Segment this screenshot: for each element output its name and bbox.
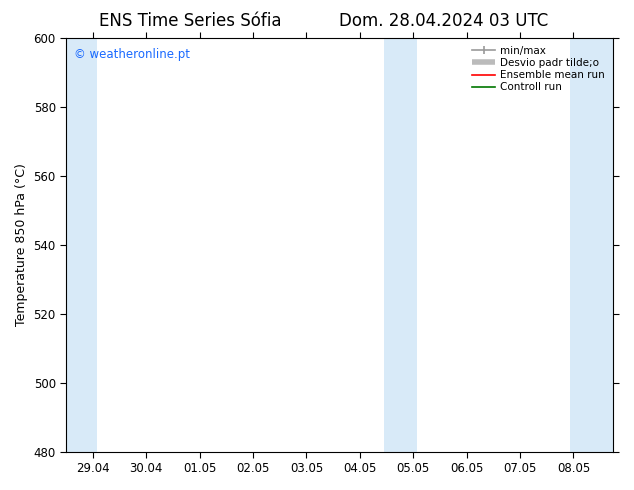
Bar: [384, 38, 417, 452]
Text: ENS Time Series Sófia: ENS Time Series Sófia: [99, 12, 281, 30]
Text: © weatheronline.pt: © weatheronline.pt: [74, 48, 190, 61]
Bar: [66, 38, 96, 452]
Bar: [570, 38, 614, 452]
Y-axis label: Temperature 850 hPa (°C): Temperature 850 hPa (°C): [15, 163, 28, 326]
Text: Dom. 28.04.2024 03 UTC: Dom. 28.04.2024 03 UTC: [339, 12, 548, 30]
Legend: min/max, Desvio padr tilde;o, Ensemble mean run, Controll run: min/max, Desvio padr tilde;o, Ensemble m…: [469, 43, 608, 96]
